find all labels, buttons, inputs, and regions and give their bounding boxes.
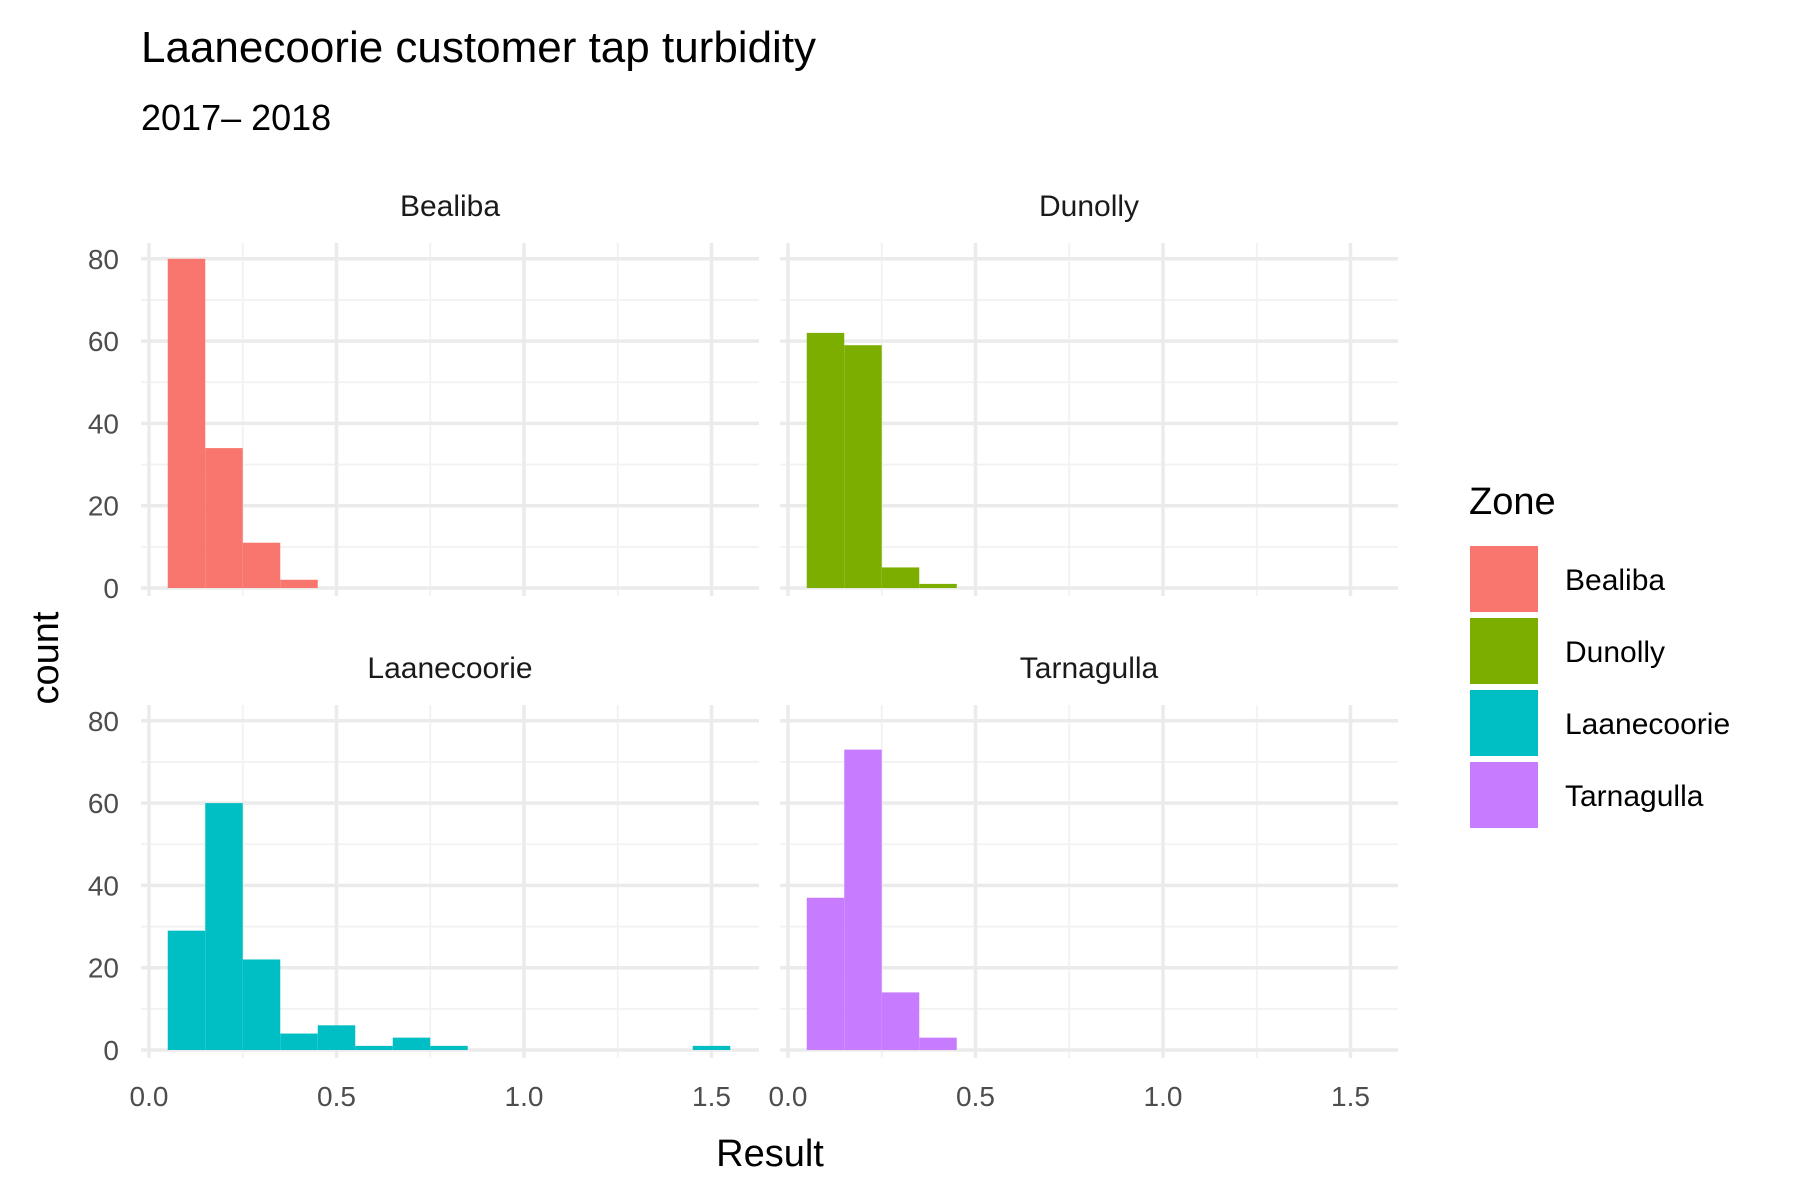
facet-panel-laanecoorie: Laanecoorie 0 20 40 60 80 0.0 0.5 1.0 1.5 [88,652,759,1112]
legend-key-tarnagulla [1470,762,1538,828]
y-tick-label: 40 [88,870,119,901]
facet-panel-tarnagulla: Tarnagulla 0.0 0.5 1.0 1.5 [769,652,1398,1112]
chart-title: Laanecoorie customer tap turbidity [141,23,816,72]
histogram-bar [167,258,206,588]
histogram-bar [881,567,920,588]
histogram-bar [280,1033,318,1050]
histogram-bar [881,992,920,1050]
histogram-bar [430,1045,468,1050]
legend-title: Zone [1469,481,1556,523]
x-axis-title: Result [716,1133,824,1175]
x-tick-label: 0.5 [317,1081,356,1112]
y-tick-label: 20 [88,953,119,984]
legend-key-bealiba [1470,546,1538,612]
histogram-bar [692,1045,731,1050]
histogram-bar [806,897,845,1050]
facet-strip-label: Dunolly [1039,190,1139,223]
y-tick-label: 0 [103,1035,119,1066]
histogram-bar [844,345,882,588]
legend-label: Tarnagulla [1565,780,1704,813]
histogram-bar [844,749,882,1050]
y-tick-label: 60 [88,326,119,357]
x-tick-label: 1.0 [505,1081,544,1112]
facet-strip-label: Laanecoorie [367,652,532,685]
histogram-bar [806,332,845,588]
histogram-bar [242,959,281,1050]
y-tick-label: 0 [103,573,119,604]
y-tick-label: 60 [88,788,119,819]
x-tick-label: 1.0 [1144,1081,1183,1112]
chart-subtitle: 2017– 2018 [141,97,331,138]
histogram-bar [355,1045,393,1050]
facet-panels: Bealiba 0 20 40 60 80 Dunolly Laanecoorie 0 20 40 6… [88,190,1398,1112]
histogram-bar [205,448,243,588]
legend-label: Dunolly [1565,636,1665,669]
histogram-bar [392,1037,431,1050]
y-tick-label: 20 [88,491,119,522]
histogram-bar [919,1037,957,1050]
y-tick-label: 40 [88,408,119,439]
x-tick-label: 0.0 [130,1081,169,1112]
legend: Bealiba Dunolly Laanecoorie Tarnagulla [1470,546,1730,828]
x-tick-label: 0.5 [956,1081,995,1112]
legend-key-laanecoorie [1470,690,1538,756]
x-tick-label: 1.5 [1331,1081,1370,1112]
histogram-bar [919,583,957,588]
histogram-bar [167,930,206,1050]
histogram-bar [205,803,243,1050]
legend-key-dunolly [1470,618,1538,684]
histogram-bar [317,1025,356,1050]
histogram-bar [280,579,318,588]
y-tick-label: 80 [88,244,119,275]
y-tick-label: 80 [88,706,119,737]
x-tick-label: 0.0 [769,1081,808,1112]
facet-panel-dunolly: Dunolly [780,190,1398,596]
facet-panel-bealiba: Bealiba 0 20 40 60 80 [88,190,759,604]
legend-label: Laanecoorie [1565,708,1730,741]
y-axis-title: count [25,611,67,704]
x-tick-label: 1.5 [692,1081,731,1112]
histogram-bar [242,542,281,588]
legend-label: Bealiba [1565,564,1665,597]
facet-strip-label: Tarnagulla [1020,652,1159,685]
facet-strip-label: Bealiba [400,190,500,223]
